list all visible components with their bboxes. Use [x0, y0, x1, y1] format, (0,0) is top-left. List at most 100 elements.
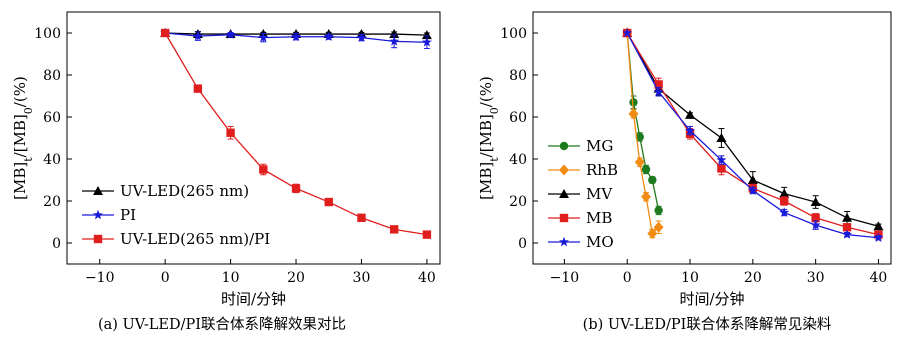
- chart-a-y-tick-label: 100: [34, 26, 61, 42]
- chart-b-caption: (b) UV-LED/PI联合体系降解常见染料: [583, 316, 832, 333]
- data-point-star: [810, 219, 821, 230]
- data-point-triangle: [389, 29, 400, 39]
- chart-b-series-MV: [622, 28, 884, 231]
- data-point-square: [259, 165, 268, 174]
- data-point-triangle: [842, 212, 853, 222]
- data-point-circle: [654, 206, 663, 215]
- data-point-circle: [635, 132, 644, 142]
- data-point-square: [389, 225, 399, 234]
- data-point-square: [811, 213, 820, 222]
- data-point-square: [357, 213, 366, 222]
- chart-b-y-tick-label: 80: [509, 68, 527, 84]
- data-point-circle: [629, 98, 638, 107]
- data-point-star: [291, 31, 301, 41]
- legend-label: MG: [586, 137, 613, 155]
- data-point-square: [160, 28, 170, 38]
- chart-a-x-tick-label: 30: [353, 270, 371, 286]
- chart-b-x-tick-label: 10: [681, 270, 699, 286]
- data-point-diamond: [634, 156, 645, 168]
- legend-label: UV-LED(265 nm): [120, 182, 249, 200]
- data-point-triangle: [685, 109, 696, 119]
- data-point-square: [324, 197, 333, 207]
- legend-marker-star: [559, 236, 569, 247]
- chart-b-x-tick-label: 40: [870, 270, 888, 286]
- data-point-star: [747, 185, 758, 195]
- chart-b-legend-item: MO: [548, 233, 614, 251]
- chart-a-y-tick-label: 20: [43, 194, 61, 210]
- chart-a-y-tick-label: 60: [43, 110, 61, 126]
- chart-a-x-tick-label: −10: [85, 270, 115, 286]
- legend-label: PI: [120, 206, 136, 224]
- chart-b-legend-item: RhB: [548, 161, 618, 179]
- chart-b-series-line: [626, 32, 879, 236]
- data-point-star: [622, 27, 633, 38]
- legend-label: MV: [586, 185, 613, 203]
- chart-b-y-tick-label: 40: [509, 152, 527, 168]
- chart-b-x-tick-label: 20: [744, 270, 762, 286]
- chart-a-series-UV-LED(265 nm)/PI: [160, 28, 432, 239]
- chart-a-x-tick-label: 10: [222, 270, 240, 286]
- data-point-star: [421, 37, 432, 47]
- data-point-circle: [648, 175, 657, 185]
- legend-marker-triangle: [559, 189, 569, 198]
- chart-b-y-axis-label: [MB]t/[MB]0/(%): [477, 76, 501, 200]
- data-point-square: [654, 80, 663, 89]
- legend-marker-circle: [559, 141, 569, 151]
- data-point-star: [685, 125, 695, 135]
- chart-a-caption: (a) UV-LED/PI联合体系降解效果对比: [98, 316, 346, 333]
- chart-a-y-tick-label: 40: [43, 152, 61, 168]
- legend-label: UV-LED(265 nm)/PI: [120, 230, 270, 248]
- data-point-triangle: [421, 30, 432, 40]
- chart-a-legend-item: UV-LED(265 nm): [82, 182, 249, 200]
- chart-b-y-tick-label: 20: [509, 194, 527, 210]
- chart-b-x-tick-label: 30: [807, 270, 825, 286]
- legend-marker-triangle: [93, 186, 103, 195]
- data-point-star: [842, 229, 852, 239]
- chart-a-x-axis-label: 时间/分钟: [221, 290, 286, 308]
- chart-b-legend-item: MB: [548, 209, 612, 227]
- chart-b-plot-frame: [532, 11, 892, 265]
- data-point-diamond: [647, 228, 658, 240]
- data-point-diamond: [641, 191, 652, 203]
- data-point-diamond: [628, 108, 639, 120]
- data-point-star: [389, 36, 400, 46]
- chart-a-y-tick-label: 0: [52, 236, 61, 252]
- data-point-star: [192, 30, 203, 41]
- chart-b: −10 0 10 20 30 40 0 20 40 60 80 100 时间/分钟 [MB]t/[MB]0…: [477, 11, 892, 333]
- legend-marker-diamond: [559, 164, 569, 176]
- data-point-star: [225, 29, 236, 39]
- chart-a-y-axis-label: [MB]t/[MB]0/(%): [11, 76, 35, 200]
- legend-marker-square: [559, 213, 569, 223]
- data-point-triangle: [810, 197, 821, 207]
- chart-a-legend-item: PI: [82, 206, 136, 224]
- data-point-square: [291, 184, 301, 193]
- chart-b-series-line: [626, 32, 879, 227]
- data-point-triangle: [716, 133, 727, 142]
- data-point-star: [356, 32, 367, 42]
- data-point-star: [653, 86, 664, 97]
- chart-b-x-tick-label: 0: [623, 270, 632, 286]
- chart-b-series-MO: [622, 27, 884, 242]
- data-point-triangle: [747, 175, 758, 184]
- chart-b-series-MB: [623, 28, 883, 239]
- chart-a-legend-item: UV-LED(265 nm)/PI: [82, 230, 270, 248]
- data-point-star: [716, 154, 727, 165]
- data-point-star: [779, 207, 790, 217]
- chart-b-series-line: [626, 32, 879, 239]
- data-point-star: [323, 31, 334, 41]
- data-point-square: [842, 223, 852, 232]
- chart-a-x-tick-label: 0: [161, 270, 170, 286]
- chart-a-series-line: [164, 32, 428, 236]
- legend-label: MB: [586, 209, 612, 227]
- chart-a-plot-frame: [66, 11, 441, 265]
- data-point-square: [717, 164, 726, 173]
- chart-a: −10 0 10 20 30 40 0 20 40 60 80 100 时间/分钟 [MB]t/[MB]0…: [11, 11, 441, 333]
- chart-a-x-tick-label: 40: [418, 270, 436, 286]
- data-point-diamond: [653, 221, 664, 233]
- chart-b-x-axis-label: 时间/分钟: [679, 290, 744, 308]
- chart-b-y-tick-label: 100: [500, 26, 527, 42]
- data-point-star: [873, 232, 884, 242]
- legend-marker-star: [93, 209, 103, 220]
- data-point-square: [422, 230, 432, 239]
